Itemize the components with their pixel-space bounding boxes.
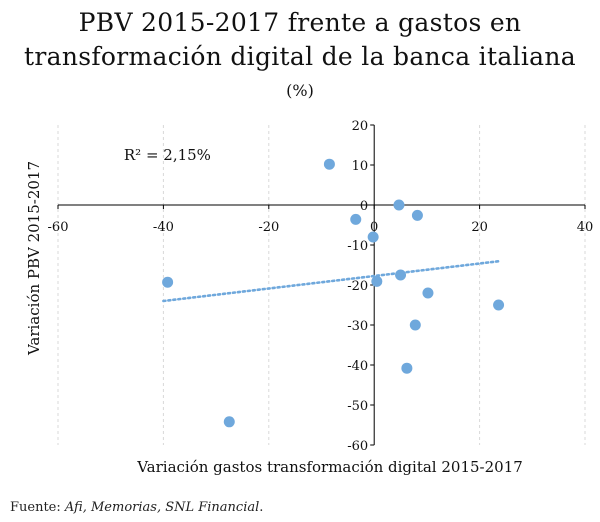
y-tick-label-1: 10	[352, 159, 369, 174]
chart-subtitle: (%)	[286, 81, 314, 100]
x-tick-label-1: -40	[153, 220, 174, 235]
y-tick-label-4: -20	[347, 279, 368, 294]
data-point-7	[395, 269, 407, 281]
y-tick-label-8: -60	[347, 439, 368, 454]
x-tick-label-2: -20	[258, 220, 279, 235]
x-tick-label-5: 40	[577, 220, 594, 235]
data-point-5	[162, 276, 174, 288]
data-point-9	[493, 299, 505, 311]
y-tick-label-3: -10	[347, 239, 368, 254]
data-point-8	[422, 287, 434, 299]
trendline	[162, 259, 502, 303]
data-point-10	[409, 319, 421, 331]
source-end: .	[259, 500, 264, 515]
data-point-0	[323, 158, 335, 170]
data-point-12	[223, 416, 235, 428]
x-tick-label-4: 20	[471, 220, 488, 235]
y-tick-label-6: -40	[347, 359, 368, 374]
x-tick-label-3: 0	[370, 220, 378, 235]
source-text: Afi, Memorias, SNL Financial	[64, 500, 260, 515]
data-point-6	[371, 275, 383, 287]
data-point-2	[411, 209, 423, 221]
y-tick-label-5: -30	[347, 319, 368, 334]
y-tick-label-7: -50	[347, 399, 368, 414]
y-tick-label-2: 0	[360, 199, 368, 214]
data-point-1	[393, 199, 405, 211]
data-point-3	[350, 213, 362, 225]
x-axis-label: Variación gastos transformación digital …	[137, 458, 523, 476]
data-point-4	[367, 231, 379, 243]
chart-title-line-1: PBV 2015-2017 frente a gastos en	[78, 8, 522, 37]
chart-title: PBV 2015-2017 frente a gastos en transfo…	[0, 6, 600, 74]
r-squared-annotation: R² = 2,15%	[124, 146, 211, 164]
y-tick-label-0: 20	[352, 119, 369, 134]
x-tick-label-0: -60	[48, 220, 69, 235]
y-axis-label: Variación PBV 2015-2017	[25, 160, 43, 356]
chart-title-line-2: transformación digital de la banca itali…	[24, 42, 576, 71]
source-label: Fuente:	[10, 500, 65, 515]
data-point-11	[401, 362, 413, 374]
source-note: Fuente: Afi, Memorias, SNL Financial.	[10, 500, 263, 515]
